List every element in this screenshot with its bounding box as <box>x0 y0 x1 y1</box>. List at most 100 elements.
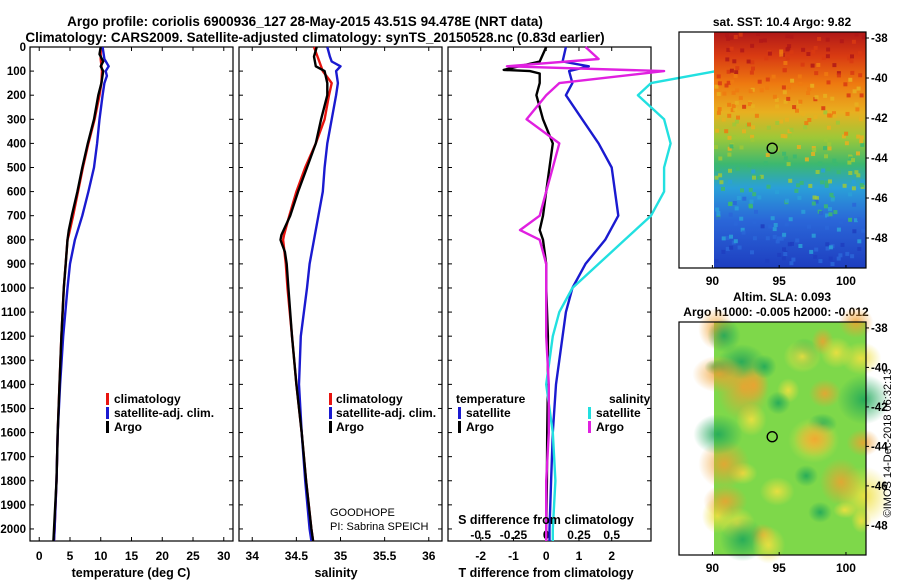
sst-pixel <box>764 56 769 61</box>
lat-tick-label: -44 <box>871 441 888 453</box>
sst-pixel <box>835 120 840 125</box>
sst-pixel <box>785 47 790 52</box>
sst-pixel <box>724 129 729 134</box>
legend-swatch-s-argo <box>588 421 591 433</box>
difference-profile-chart: -2 -1 0 1 2-0.5 -0.25 0 0.25 0.5 <box>448 46 797 563</box>
temperature-legend: climatology satellite-adj. clim. Argo <box>106 392 214 434</box>
sst-pixel <box>762 38 767 43</box>
depth-tick-label: 400 <box>7 138 26 150</box>
sst-pixel <box>742 129 746 134</box>
sst-pixel <box>832 113 837 118</box>
sst-pixel <box>782 232 787 237</box>
sst-pixel <box>833 162 838 166</box>
x-tick-label: 15 <box>125 549 139 563</box>
sst-pixel <box>746 59 751 64</box>
depth-tick-label: 1600 <box>0 428 26 440</box>
depth-tick-label: 1000 <box>0 283 26 295</box>
sst-pixel <box>792 154 797 159</box>
sst-pixel <box>796 145 801 149</box>
sst-pixel <box>756 32 760 36</box>
sst-pixel <box>798 82 803 86</box>
temperature-panel-frame <box>29 46 234 542</box>
sst-pixel <box>813 45 818 50</box>
sst-pixel <box>800 62 805 67</box>
sst-pixel <box>766 125 771 130</box>
sst-pixel <box>728 179 733 184</box>
sst-texture <box>714 32 866 266</box>
sla-blob <box>819 458 863 506</box>
legend-label-t-satellite: satellite <box>466 406 511 420</box>
sst-pixel <box>857 247 862 251</box>
legend-label-climatology: climatology <box>336 392 403 406</box>
sst-pixel <box>855 107 860 112</box>
sst-pixel <box>731 90 736 95</box>
sla-map <box>692 307 891 564</box>
sst-pixel <box>828 207 832 212</box>
sst-pixel <box>729 46 734 51</box>
argo-location-marker <box>766 142 778 154</box>
sst-pixel <box>824 183 829 188</box>
sst-pixel <box>846 93 851 98</box>
sst-pixel <box>828 212 833 217</box>
sst-pixel <box>807 87 812 91</box>
x-tick-label: 35 <box>334 549 348 563</box>
sst-pixel <box>751 125 756 130</box>
sst-pixel <box>826 167 831 172</box>
sst-pixel <box>811 152 816 156</box>
legend-swatch-argo <box>329 421 332 433</box>
sst-pixel <box>716 216 721 221</box>
sst-pixel <box>779 119 784 124</box>
sst-pixel <box>790 78 795 83</box>
sst-pixel <box>731 135 736 140</box>
sst-pixel <box>721 236 726 241</box>
sla-map-axes: -38 -40 -42 -44 -46 -48 90 95 100 <box>706 323 889 575</box>
lon-tick-label: 90 <box>706 561 720 575</box>
sst-pixel <box>750 43 755 48</box>
sst-pixel <box>845 251 850 256</box>
series-line-satellite <box>548 46 620 541</box>
sst-pixel <box>731 104 736 109</box>
sst-pixel <box>828 179 832 184</box>
sst-pixel <box>839 219 844 224</box>
sla-blob <box>838 307 874 339</box>
x-tick-label: 1 <box>576 549 583 563</box>
sst-pixel <box>735 166 740 171</box>
sst-pixel <box>729 234 733 239</box>
sst-pixel <box>785 56 790 61</box>
sst-pixel <box>825 213 830 218</box>
legend-title-temperature: temperature <box>456 392 526 406</box>
sst-pixel <box>859 135 864 140</box>
depth-tick-label: 500 <box>7 162 26 174</box>
sst-pixel <box>787 134 792 139</box>
sla-blob <box>846 429 880 457</box>
sst-pixel <box>733 74 738 78</box>
sst-map <box>714 32 866 268</box>
sst-pixel <box>844 131 849 136</box>
temperature-axis-label: temperature (deg C) <box>72 566 191 580</box>
sst-pixel <box>736 115 740 120</box>
salinity-legend: climatology satellite-adj. clim. Argo <box>329 392 436 434</box>
depth-tick-label: 2000 <box>0 524 26 536</box>
series-line-argo <box>279 46 329 542</box>
sst-pixel <box>767 51 772 56</box>
sst-pixel <box>841 134 846 139</box>
sst-pixel <box>727 135 732 140</box>
legend-label-argo: Argo <box>114 420 142 434</box>
depth-tick-label: 300 <box>7 114 26 126</box>
sst-pixel <box>750 134 755 139</box>
sst-pixel <box>830 197 835 202</box>
sst-pixel <box>823 110 828 115</box>
x-tick-label: 0 <box>543 549 550 563</box>
sst-pixel <box>782 151 787 156</box>
sst-pixel <box>750 60 755 65</box>
series-line-magenta <box>505 46 666 541</box>
sst-pixel <box>727 152 732 157</box>
sst-pixel <box>826 47 831 52</box>
sst-pixel <box>859 93 864 98</box>
sst-pixel <box>735 66 740 71</box>
lat-tick-label: -38 <box>871 33 888 45</box>
sst-pixel <box>717 107 722 112</box>
sst-pixel <box>845 111 850 116</box>
sst-pixel <box>814 71 819 76</box>
